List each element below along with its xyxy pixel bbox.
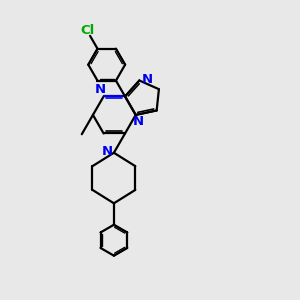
Text: N: N — [102, 146, 113, 158]
Text: N: N — [95, 83, 106, 96]
Text: Cl: Cl — [80, 24, 94, 37]
Text: N: N — [142, 73, 153, 85]
Text: N: N — [133, 115, 144, 128]
